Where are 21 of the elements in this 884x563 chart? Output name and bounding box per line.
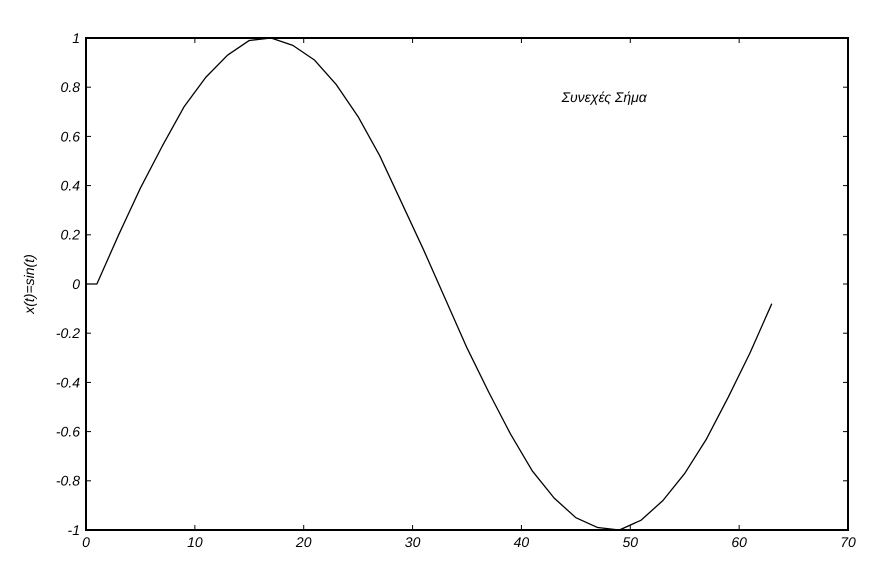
y-axis-title: x(t)=sin(t)	[21, 254, 37, 315]
y-tick-label: -0.2	[56, 325, 80, 342]
x-tick-label: 60	[731, 534, 748, 550]
x-tick-label: 50	[622, 534, 638, 550]
x-tick-label: 70	[840, 534, 856, 550]
y-tick-label: 0.6	[60, 128, 80, 144]
y-tick-label: -0.6	[56, 424, 80, 440]
x-tick-label: 20	[294, 534, 312, 550]
y-tick-label: -0.4	[56, 374, 80, 390]
x-tick-label: 30	[404, 534, 421, 550]
y-tick-label: 1	[72, 30, 80, 46]
y-tick-label: 0	[72, 276, 80, 292]
y-tick-label: 0.8	[60, 79, 80, 96]
x-tick-label: 10	[187, 534, 203, 550]
y-tick-label: -0.8	[56, 472, 80, 489]
y-tick-label: 0.4	[60, 178, 80, 194]
y-tick-label: 0.2	[60, 226, 80, 243]
x-tick-label: 40	[514, 534, 530, 550]
y-tick-label: -1	[68, 522, 80, 538]
x-tick-label: 0	[82, 534, 90, 550]
annotation: Συνεχές Σήμα	[560, 88, 648, 105]
